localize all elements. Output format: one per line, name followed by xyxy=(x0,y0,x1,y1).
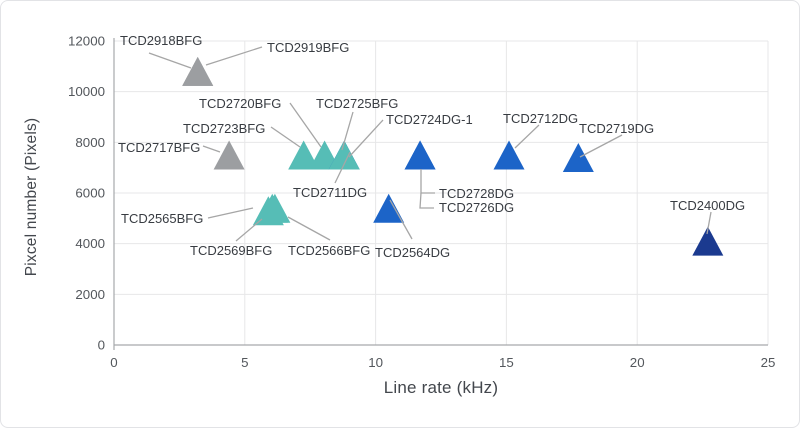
marker-tcd2717bfg xyxy=(213,140,245,170)
leader-tcd2919bfg xyxy=(205,46,263,66)
label-tcd2918bfg: TCD2918BFG xyxy=(120,33,202,48)
leader-tcd2724dg-1 xyxy=(348,119,384,158)
label-tcd2720bfg: TCD2720BFG xyxy=(199,96,281,111)
y-axis-title: Pixcel number (Pixels) xyxy=(23,117,40,277)
leader-tcd2711dg xyxy=(334,151,351,184)
y-tick-0: 0 xyxy=(98,338,105,353)
leader-tcd2719dg xyxy=(579,134,623,158)
label-tcd2724dg-1: TCD2724DG-1 xyxy=(386,112,473,127)
y-tick-8000: 8000 xyxy=(75,135,105,150)
label-tcd2400dg: TCD2400DG xyxy=(670,198,745,213)
leader-tcd2726dg xyxy=(419,192,434,209)
label-tcd2712dg: TCD2712DG xyxy=(503,111,578,126)
x-tick-25: 25 xyxy=(761,355,776,370)
leader-tcd2918bfg xyxy=(148,52,192,69)
marker-tcd2725bfg xyxy=(328,140,360,170)
x-tick-10: 10 xyxy=(368,355,383,370)
leader-tcd2569bfg xyxy=(235,218,263,242)
leader-tcd2566bfg xyxy=(287,216,331,241)
y-tick-4000: 4000 xyxy=(75,236,105,251)
leader-tcd2720bfg xyxy=(289,102,322,148)
leader-tcd2728dg xyxy=(420,169,435,194)
leader-tcd2717bfg xyxy=(202,145,221,153)
marker-tcd2712dg xyxy=(493,140,525,170)
x-tick-20: 20 xyxy=(630,355,645,370)
label-tcd2717bfg: TCD2717BFG xyxy=(118,140,200,155)
marker-tcd2728dg xyxy=(404,140,436,170)
marker-tcd2723bfg xyxy=(288,140,320,170)
label-tcd2711dg: TCD2711DG xyxy=(293,185,367,200)
y-tick-10000: 10000 xyxy=(68,84,105,99)
marker-tcd2400dg xyxy=(692,226,724,256)
leader-tcd2400dg xyxy=(706,211,712,235)
label-tcd2565bfg: TCD2565BFG xyxy=(121,211,203,226)
x-tick-0: 0 xyxy=(110,355,117,370)
marker-tcd2919bfg xyxy=(182,56,214,86)
label-tcd2728dg: TCD2728DG xyxy=(439,186,514,201)
y-tick-2000: 2000 xyxy=(75,287,105,302)
label-tcd2725bfg: TCD2725BFG xyxy=(316,96,398,111)
label-tcd2919bfg: TCD2919BFG xyxy=(267,40,349,55)
label-tcd2564dg: TCD2564DG xyxy=(375,245,450,260)
marker-tcd2719dg xyxy=(562,143,594,173)
x-axis-title: Line rate (kHz) xyxy=(383,378,499,397)
y-tick-12000: 12000 xyxy=(68,34,105,49)
leader-tcd2564dg xyxy=(389,199,413,240)
marker-tcd2564dg xyxy=(373,193,405,223)
marker-tcd2720bfg xyxy=(309,140,341,170)
label-tcd2719dg: TCD2719DG xyxy=(579,121,654,136)
x-tick-15: 15 xyxy=(499,355,514,370)
marker-tcd2565bfg xyxy=(256,193,288,223)
leader-tcd2723bfg xyxy=(270,126,301,148)
label-tcd2723bfg: TCD2723BFG xyxy=(183,121,265,136)
leader-tcd2565bfg xyxy=(207,207,254,219)
x-tick-5: 5 xyxy=(241,355,248,370)
label-tcd2566bfg: TCD2566BFG xyxy=(288,243,370,258)
label-tcd2569bfg: TCD2569BFG xyxy=(190,243,272,258)
label-tcd2726dg: TCD2726DG xyxy=(439,200,514,215)
leader-tcd2712dg xyxy=(514,124,540,149)
leader-tcd2725bfg xyxy=(341,111,354,151)
y-tick-6000: 6000 xyxy=(75,186,105,201)
